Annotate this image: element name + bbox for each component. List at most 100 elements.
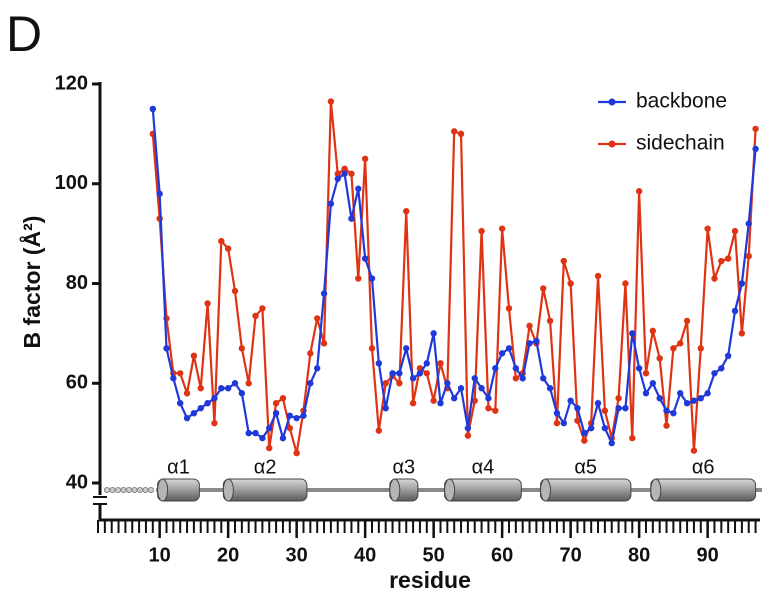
y-axis-label: B factor (Å²) bbox=[18, 216, 45, 349]
point bbox=[478, 385, 485, 392]
point bbox=[211, 395, 218, 402]
helix-end bbox=[222, 478, 234, 502]
point bbox=[286, 412, 293, 419]
point bbox=[245, 429, 252, 437]
point bbox=[409, 400, 417, 407]
point bbox=[581, 437, 588, 444]
point bbox=[334, 175, 341, 182]
panel-label: D bbox=[6, 6, 42, 62]
point bbox=[677, 390, 684, 397]
point bbox=[642, 370, 650, 377]
point bbox=[224, 385, 232, 392]
point bbox=[526, 340, 533, 347]
point bbox=[752, 145, 759, 153]
point bbox=[656, 395, 663, 402]
point bbox=[656, 355, 663, 362]
point bbox=[697, 345, 704, 352]
point bbox=[320, 290, 328, 297]
helix bbox=[222, 478, 308, 502]
point bbox=[485, 395, 492, 402]
point bbox=[355, 185, 362, 192]
point bbox=[313, 365, 321, 372]
point bbox=[745, 220, 752, 227]
point bbox=[416, 370, 424, 377]
point bbox=[320, 340, 328, 347]
point bbox=[738, 280, 746, 287]
point bbox=[512, 365, 520, 372]
point bbox=[252, 429, 259, 437]
legend-dot bbox=[608, 140, 616, 148]
point bbox=[594, 272, 602, 280]
x-tick-label: 20 bbox=[217, 544, 239, 566]
point bbox=[348, 215, 355, 222]
point bbox=[382, 380, 389, 387]
point bbox=[608, 439, 615, 447]
helix-end bbox=[539, 478, 551, 502]
point bbox=[526, 322, 533, 330]
point bbox=[361, 155, 369, 163]
point bbox=[683, 400, 691, 407]
x-tick-label: 40 bbox=[354, 544, 376, 566]
point bbox=[341, 170, 348, 177]
point bbox=[204, 300, 211, 307]
helix bbox=[650, 478, 757, 502]
point bbox=[677, 340, 684, 347]
point bbox=[183, 414, 191, 422]
helix-label: α5 bbox=[574, 456, 597, 478]
point bbox=[690, 447, 698, 454]
coil-bead bbox=[136, 486, 143, 493]
y-tick-label: 100 bbox=[55, 172, 88, 194]
point bbox=[567, 397, 574, 404]
legend-label: sidechain bbox=[636, 132, 725, 155]
point bbox=[403, 207, 410, 215]
point bbox=[540, 375, 547, 382]
point bbox=[683, 317, 691, 325]
point bbox=[355, 275, 362, 282]
point bbox=[368, 345, 376, 352]
point bbox=[293, 449, 300, 457]
point bbox=[396, 370, 403, 377]
point bbox=[266, 424, 273, 432]
point bbox=[272, 400, 280, 407]
point bbox=[307, 350, 314, 357]
coil-bead bbox=[120, 486, 127, 493]
helix-end bbox=[389, 478, 401, 502]
point bbox=[368, 275, 376, 282]
point bbox=[183, 390, 191, 397]
point bbox=[423, 360, 430, 367]
y-tick-label: 80 bbox=[66, 272, 88, 294]
point bbox=[581, 429, 588, 437]
helix-end bbox=[444, 478, 456, 502]
point bbox=[574, 417, 581, 424]
point bbox=[553, 419, 561, 427]
point bbox=[704, 225, 711, 232]
point bbox=[313, 315, 321, 322]
point bbox=[197, 385, 204, 392]
point bbox=[279, 395, 287, 402]
point bbox=[587, 424, 595, 432]
point bbox=[724, 255, 732, 262]
helix-label: α2 bbox=[254, 456, 277, 478]
point bbox=[259, 434, 266, 442]
point bbox=[231, 287, 239, 295]
point bbox=[615, 404, 622, 412]
point bbox=[519, 375, 526, 382]
point bbox=[176, 400, 184, 407]
x-tick-label: 50 bbox=[423, 544, 445, 566]
point bbox=[430, 330, 437, 337]
point bbox=[190, 409, 198, 417]
point bbox=[594, 400, 602, 407]
point bbox=[731, 227, 739, 235]
point bbox=[690, 397, 698, 404]
point bbox=[533, 337, 540, 345]
x-tick-label: 60 bbox=[491, 544, 513, 566]
point bbox=[478, 227, 485, 235]
y-tick-label: 60 bbox=[66, 372, 88, 394]
y-tick-label: 40 bbox=[66, 471, 88, 493]
point bbox=[649, 380, 657, 387]
point bbox=[464, 432, 472, 439]
point bbox=[300, 412, 307, 419]
helix-end bbox=[157, 478, 169, 502]
point bbox=[176, 370, 184, 377]
